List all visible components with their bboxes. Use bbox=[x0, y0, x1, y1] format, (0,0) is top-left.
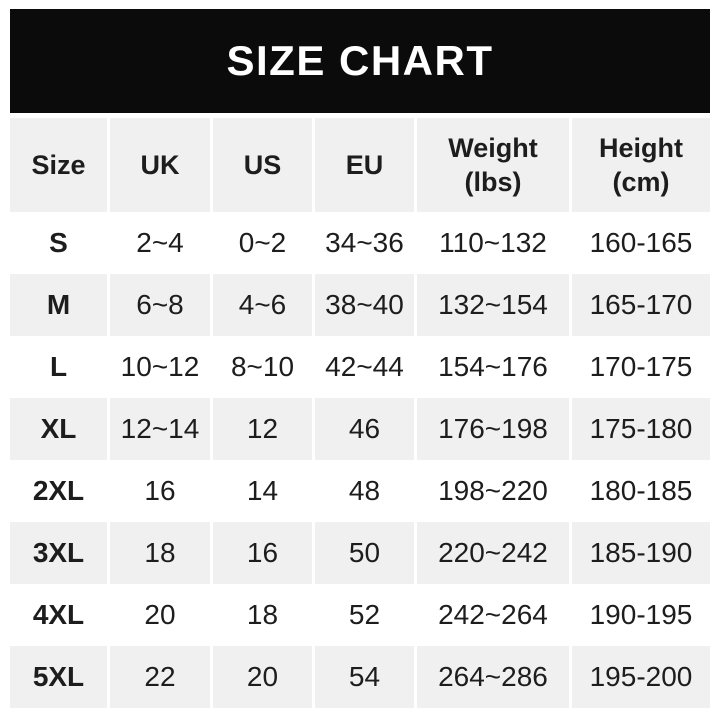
cell-height: 160-165 bbox=[572, 212, 710, 274]
cell-uk: 10~12 bbox=[110, 336, 210, 398]
cell-uk: 2~4 bbox=[110, 212, 210, 274]
column-header-weight: Weight (lbs) bbox=[417, 118, 569, 212]
table-row-l: L 10~12 8~10 42~44 154~176 170-175 bbox=[10, 336, 710, 398]
column-header-weight-unit: (lbs) bbox=[464, 167, 522, 197]
column-header-size: Size bbox=[10, 118, 107, 212]
cell-us: 16 bbox=[213, 522, 312, 584]
table-row-2xl: 2XL 16 14 48 198~220 180-185 bbox=[10, 460, 710, 522]
cell-uk: 22 bbox=[110, 646, 210, 708]
cell-eu: 42~44 bbox=[315, 336, 414, 398]
cell-size: S bbox=[10, 212, 107, 274]
cell-size: 2XL bbox=[10, 460, 107, 522]
size-table: Size UK US EU Weight (lbs) Height (cm) S 2… bbox=[10, 118, 710, 708]
cell-us: 12 bbox=[213, 398, 312, 460]
cell-us: 18 bbox=[213, 584, 312, 646]
cell-us: 14 bbox=[213, 460, 312, 522]
cell-height: 190-195 bbox=[572, 584, 710, 646]
cell-height: 165-170 bbox=[572, 274, 710, 336]
cell-eu: 34~36 bbox=[315, 212, 414, 274]
cell-weight: 132~154 bbox=[417, 274, 569, 336]
cell-height: 185-190 bbox=[572, 522, 710, 584]
cell-size: 5XL bbox=[10, 646, 107, 708]
cell-us: 20 bbox=[213, 646, 312, 708]
table-row-4xl: 4XL 20 18 52 242~264 190-195 bbox=[10, 584, 710, 646]
table-header-row: Size UK US EU Weight (lbs) Height (cm) bbox=[10, 118, 710, 212]
cell-height: 195-200 bbox=[572, 646, 710, 708]
column-header-eu: EU bbox=[315, 118, 414, 212]
table-row-m: M 6~8 4~6 38~40 132~154 165-170 bbox=[10, 274, 710, 336]
cell-uk: 12~14 bbox=[110, 398, 210, 460]
cell-weight: 110~132 bbox=[417, 212, 569, 274]
cell-uk: 20 bbox=[110, 584, 210, 646]
column-header-uk-label: UK bbox=[140, 150, 180, 180]
cell-uk: 18 bbox=[110, 522, 210, 584]
cell-eu: 46 bbox=[315, 398, 414, 460]
cell-height: 175-180 bbox=[572, 398, 710, 460]
column-header-height-unit: (cm) bbox=[612, 167, 670, 197]
cell-height: 170-175 bbox=[572, 336, 710, 398]
cell-eu: 38~40 bbox=[315, 274, 414, 336]
column-header-us-label: US bbox=[243, 150, 282, 180]
cell-eu: 48 bbox=[315, 460, 414, 522]
cell-eu: 54 bbox=[315, 646, 414, 708]
column-header-uk: UK bbox=[110, 118, 210, 212]
cell-height: 180-185 bbox=[572, 460, 710, 522]
cell-size: M bbox=[10, 274, 107, 336]
table-row-xl: XL 12~14 12 46 176~198 175-180 bbox=[10, 398, 710, 460]
cell-weight: 264~286 bbox=[417, 646, 569, 708]
table-row-3xl: 3XL 18 16 50 220~242 185-190 bbox=[10, 522, 710, 584]
table-row-5xl: 5XL 22 20 54 264~286 195-200 bbox=[10, 646, 710, 708]
column-header-eu-label: EU bbox=[345, 150, 384, 180]
column-header-height-label: Height bbox=[599, 133, 683, 163]
column-header-height: Height (cm) bbox=[572, 118, 710, 212]
cell-weight: 154~176 bbox=[417, 336, 569, 398]
table-row-s: S 2~4 0~2 34~36 110~132 160-165 bbox=[10, 212, 710, 274]
cell-weight: 198~220 bbox=[417, 460, 569, 522]
cell-weight: 176~198 bbox=[417, 398, 569, 460]
page-title: SIZE CHART bbox=[226, 37, 494, 84]
cell-eu: 52 bbox=[315, 584, 414, 646]
cell-size: 3XL bbox=[10, 522, 107, 584]
cell-weight: 242~264 bbox=[417, 584, 569, 646]
size-chart-banner: SIZE CHART bbox=[10, 9, 710, 113]
cell-eu: 50 bbox=[315, 522, 414, 584]
column-header-us: US bbox=[213, 118, 312, 212]
column-header-weight-label: Weight bbox=[448, 133, 538, 163]
cell-us: 8~10 bbox=[213, 336, 312, 398]
cell-uk: 6~8 bbox=[110, 274, 210, 336]
cell-size: XL bbox=[10, 398, 107, 460]
column-header-size-label: Size bbox=[31, 150, 86, 180]
cell-us: 4~6 bbox=[213, 274, 312, 336]
cell-uk: 16 bbox=[110, 460, 210, 522]
cell-weight: 220~242 bbox=[417, 522, 569, 584]
cell-size: 4XL bbox=[10, 584, 107, 646]
cell-size: L bbox=[10, 336, 107, 398]
cell-us: 0~2 bbox=[213, 212, 312, 274]
